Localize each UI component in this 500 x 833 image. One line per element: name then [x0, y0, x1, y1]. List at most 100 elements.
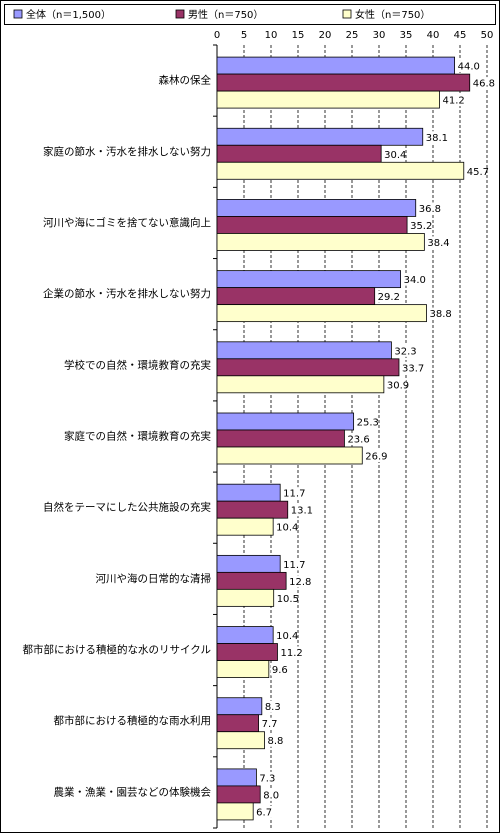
value-label-bg [465, 165, 486, 178]
value-label: 8.8 [268, 736, 284, 747]
category-label: 企業の節水・汚水を排水しない努力 [43, 287, 211, 300]
bar [216, 270, 402, 289]
bar [216, 517, 274, 536]
value-label: 46.8 [473, 79, 495, 90]
value-label: 11.7 [283, 489, 305, 500]
category-label: 都市部における積極的な雨水利用 [54, 714, 212, 727]
value-label-bg [275, 521, 296, 534]
bar [216, 768, 257, 787]
x-tick-label: 30 [373, 30, 386, 41]
value-label: 25.3 [357, 418, 379, 429]
value-label-bg [270, 663, 291, 676]
value-label: 44.0 [458, 62, 480, 73]
bar [216, 571, 287, 590]
bar [216, 643, 278, 661]
bar [216, 199, 417, 217]
bar [216, 731, 265, 750]
value-label-bg [393, 344, 414, 357]
value-label-bg [282, 487, 303, 500]
value-label: 11.2 [280, 648, 302, 659]
bar [216, 341, 392, 360]
bar [216, 714, 259, 733]
value-label-bg [289, 504, 310, 517]
value-label: 41.2 [442, 96, 464, 107]
legend-label: 全体（n＝1,500） [26, 8, 111, 21]
value-label-bg [266, 734, 287, 747]
category-label: 家庭の節水・汚水を排水しない努力 [43, 145, 211, 158]
value-label: 11.7 [283, 560, 305, 571]
value-label-bg [441, 94, 462, 107]
category-label: 家庭での自然・環境教育の充実 [64, 430, 211, 443]
bar [216, 358, 400, 377]
bar [216, 127, 424, 146]
category-label: 河川や海にゴミを捨てない意識向上 [43, 216, 211, 229]
value-label: 36.8 [419, 204, 441, 215]
legend-label: 男性（n＝750） [188, 8, 263, 21]
value-label: 7.3 [259, 773, 275, 784]
bar [216, 802, 254, 821]
value-label-bg [456, 60, 477, 73]
value-label: 13.1 [291, 506, 313, 517]
value-label: 23.6 [347, 435, 369, 446]
value-label-bg [428, 307, 449, 320]
category-label: 都市部における積極的な水のリサイクル [23, 643, 211, 656]
bar [216, 697, 263, 716]
value-label-bg [424, 131, 445, 144]
legend-box [4, 4, 496, 25]
value-label-bg [417, 202, 438, 215]
bar [216, 588, 275, 607]
value-label-bg [402, 273, 423, 286]
x-tick-label: 25 [346, 30, 359, 41]
category-label: 河川や海の日常的な清掃 [96, 572, 212, 585]
value-label-bg [255, 805, 276, 818]
category-label: 森林の保全 [159, 74, 212, 87]
x-tick-label: 50 [481, 30, 494, 41]
value-label: 10.4 [276, 523, 298, 534]
value-label: 32.3 [394, 346, 416, 357]
value-label-bg [355, 416, 376, 428]
value-label: 34.0 [404, 275, 426, 286]
bar [216, 161, 465, 180]
value-label: 7.7 [262, 719, 278, 730]
value-label-bg [263, 700, 284, 713]
category-label: 農業・漁業・園芸などの体験機会 [54, 785, 212, 798]
value-label: 8.0 [263, 790, 279, 801]
value-label: 9.6 [272, 665, 288, 676]
value-label-bg [260, 717, 281, 730]
x-tick-label: 20 [319, 30, 332, 41]
bar [216, 554, 281, 573]
bar [216, 233, 425, 251]
value-label: 8.3 [265, 702, 281, 713]
value-label: 33.7 [402, 363, 424, 374]
value-label: 45.7 [467, 167, 489, 178]
bar [216, 90, 440, 109]
x-tick-label: 5 [241, 30, 247, 41]
value-label: 10.4 [276, 631, 298, 642]
value-label-bg [258, 771, 279, 784]
value-label-bg [346, 433, 367, 445]
bar [216, 144, 382, 163]
value-label-bg [471, 77, 492, 90]
value-label: 35.2 [410, 221, 432, 232]
value-label-bg [364, 450, 385, 462]
x-tick-label: 40 [427, 30, 440, 41]
bar [216, 500, 289, 519]
value-label-bg [262, 788, 283, 801]
value-label-bg [426, 236, 447, 249]
bar [216, 429, 345, 448]
value-label: 38.4 [427, 238, 449, 249]
legend-label: 女性（n＝750） [355, 8, 430, 21]
x-tick-label: 15 [292, 30, 305, 41]
value-label-bg [288, 575, 309, 588]
value-label-bg [400, 361, 421, 374]
value-label-bg [383, 148, 404, 161]
value-label: 30.9 [387, 380, 409, 391]
bar [216, 375, 385, 394]
x-tick-label: 0 [214, 30, 220, 41]
value-label-bg [279, 646, 300, 659]
value-label: 29.2 [378, 292, 400, 303]
bar [216, 626, 274, 644]
value-label-bg [409, 219, 430, 232]
value-label: 10.5 [277, 594, 299, 605]
